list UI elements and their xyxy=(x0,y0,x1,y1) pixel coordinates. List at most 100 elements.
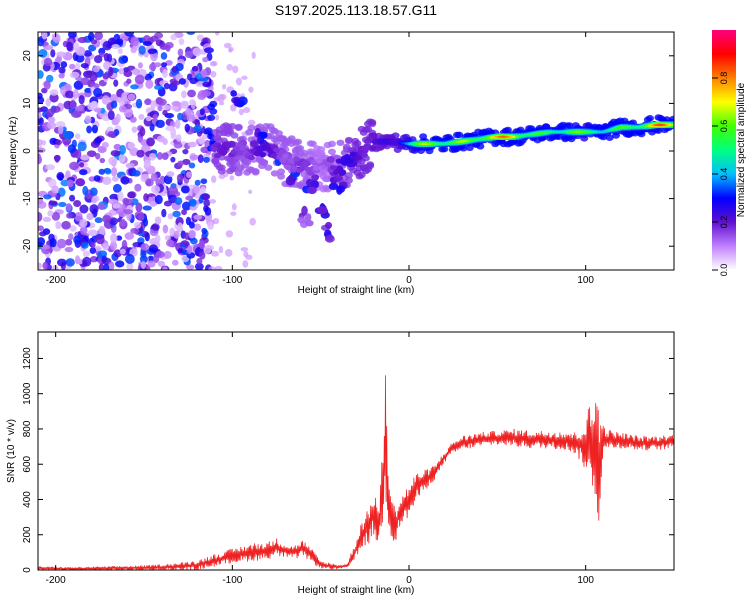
noise-blob xyxy=(134,74,145,85)
noise-blob xyxy=(130,198,139,206)
signal-core xyxy=(363,143,372,151)
noise-blob xyxy=(38,196,44,205)
noise-blob xyxy=(65,258,75,267)
noise-blob xyxy=(84,87,93,93)
noise-blob xyxy=(203,245,212,255)
noise-blob xyxy=(75,149,82,160)
noise-blob xyxy=(51,105,61,113)
signal-halo xyxy=(327,140,336,148)
noise-blob xyxy=(149,152,157,161)
noise-blob xyxy=(74,133,81,140)
noise-blob xyxy=(38,147,46,153)
noise-blob xyxy=(124,254,135,264)
noise-blob xyxy=(230,104,237,112)
noise-blob xyxy=(79,154,90,161)
noise-blob xyxy=(177,112,184,121)
noise-blob xyxy=(129,116,137,123)
noise-blob xyxy=(209,198,217,204)
noise-blob xyxy=(104,168,112,175)
noise-blob xyxy=(213,96,221,102)
noise-blob xyxy=(132,68,140,76)
noise-blob xyxy=(166,171,175,177)
noise-blob xyxy=(202,81,212,88)
noise-blob xyxy=(49,238,57,248)
noise-blob xyxy=(66,41,73,51)
noise-blob xyxy=(38,211,43,222)
noise-blob xyxy=(118,153,126,163)
signal-core xyxy=(214,153,221,159)
noise-blob xyxy=(209,61,218,67)
noise-region xyxy=(38,32,256,270)
noise-blob xyxy=(131,170,141,177)
noise-blob xyxy=(130,36,140,47)
noise-blob xyxy=(162,104,171,111)
noise-blob xyxy=(155,250,165,258)
signal-halo xyxy=(232,160,241,167)
noise-blob xyxy=(184,107,192,117)
signal-core xyxy=(337,169,347,177)
signal-halo xyxy=(440,145,449,153)
noise-blob xyxy=(189,198,197,207)
noise-blob xyxy=(188,162,196,169)
signal-blob xyxy=(307,186,317,195)
noise-blob xyxy=(164,113,175,119)
noise-blob xyxy=(111,176,119,182)
noise-blob xyxy=(107,110,115,121)
signal-halo xyxy=(296,145,305,152)
noise-blob xyxy=(188,230,196,239)
signal-core xyxy=(248,154,255,161)
noise-blob xyxy=(184,50,194,59)
noise-blob xyxy=(38,154,42,164)
noise-blob xyxy=(195,73,202,80)
y-tick-label: -10 xyxy=(22,191,33,206)
noise-blob xyxy=(193,124,202,133)
noise-blob xyxy=(139,126,146,137)
noise-blob xyxy=(150,100,156,110)
noise-blob xyxy=(73,235,81,245)
noise-blob xyxy=(186,73,193,81)
y-tick-label: 400 xyxy=(22,491,33,508)
noise-blob xyxy=(80,62,89,69)
noise-blob xyxy=(241,75,248,80)
noise-blob xyxy=(38,49,48,58)
spectrogram-y-label: Frequency (Hz) xyxy=(8,117,19,186)
noise-blob xyxy=(38,70,44,79)
noise-blob xyxy=(187,141,197,148)
noise-blob xyxy=(49,89,59,96)
noise-blob xyxy=(137,62,143,69)
noise-blob xyxy=(43,80,51,90)
noise-blob xyxy=(127,142,136,150)
noise-blob xyxy=(150,35,159,42)
signal-halo xyxy=(317,146,326,153)
noise-blob xyxy=(235,77,243,86)
signal-halo xyxy=(260,159,269,166)
noise-blob xyxy=(134,221,142,229)
noise-blob xyxy=(157,105,163,112)
colorbar-label: Normalized spectral amplitude xyxy=(736,82,747,217)
noise-blob xyxy=(130,227,140,234)
noise-blob xyxy=(157,260,166,267)
signal-blob xyxy=(317,206,328,214)
noise-blob xyxy=(77,36,88,44)
noise-blob xyxy=(38,262,42,270)
noise-blob xyxy=(130,46,137,54)
noise-blob xyxy=(161,208,167,218)
noise-blob xyxy=(69,161,80,171)
noise-blob xyxy=(110,233,118,244)
noise-blob xyxy=(170,156,176,163)
noise-blob xyxy=(126,262,134,270)
noise-blob xyxy=(52,33,61,44)
noise-blob xyxy=(203,205,209,213)
noise-blob xyxy=(181,209,187,216)
noise-blob xyxy=(182,158,191,166)
noise-blob xyxy=(150,173,158,182)
noise-blob xyxy=(174,197,183,206)
noise-blob xyxy=(124,32,135,37)
signal-halo xyxy=(645,115,654,122)
noise-blob xyxy=(137,213,145,221)
signal-blob xyxy=(305,219,314,227)
noise-blob xyxy=(161,152,169,160)
signal-halo xyxy=(605,134,614,141)
signal-core xyxy=(236,141,244,147)
signal-halo xyxy=(419,133,428,140)
